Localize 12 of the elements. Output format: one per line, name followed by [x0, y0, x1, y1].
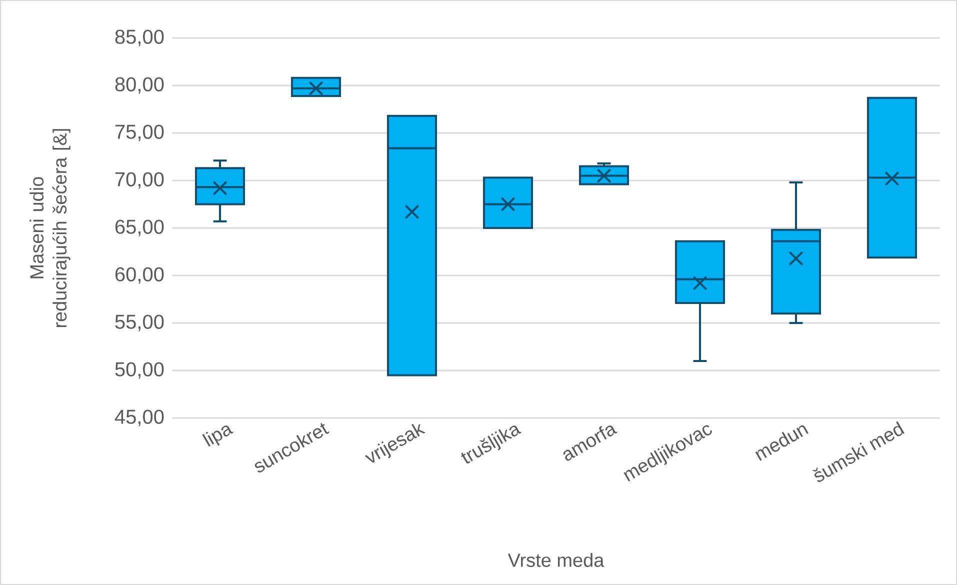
y-axis-title: Maseni udio reducirajućih šećera [&]: [30, 129, 70, 328]
y-tick-label: 60,00: [115, 267, 164, 284]
y-tick-label: 65,00: [115, 220, 164, 236]
y-tick-label: 55,00: [115, 314, 164, 332]
y-tick-label: 45,00: [114, 410, 164, 426]
x-axis-title: Vrste meda: [508, 553, 604, 567]
y-tick-label: 85,00: [115, 30, 164, 46]
y-tick-label: 70,00: [115, 172, 164, 189]
x-tick-label: lipa: [202, 426, 234, 447]
y-tick-label: 80,00: [115, 77, 164, 94]
y-tick-label: 75,00: [115, 124, 164, 142]
y-tick-label: 50,00: [115, 362, 164, 379]
